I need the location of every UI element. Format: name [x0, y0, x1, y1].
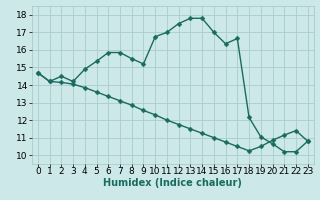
X-axis label: Humidex (Indice chaleur): Humidex (Indice chaleur) — [103, 178, 242, 188]
